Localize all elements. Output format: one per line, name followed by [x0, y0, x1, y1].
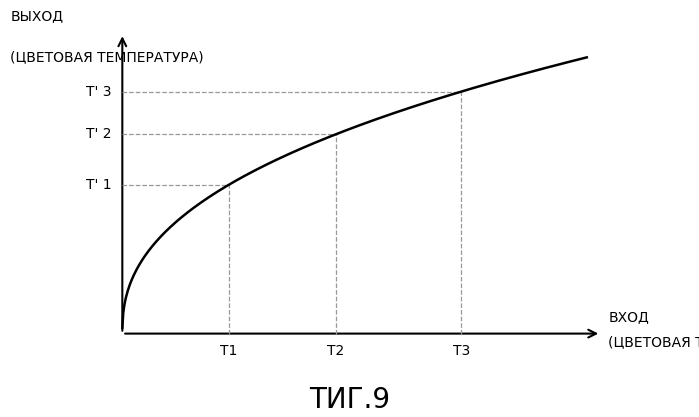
- Text: T' 2: T' 2: [87, 127, 112, 141]
- Text: (ЦВЕТОВАЯ ТЕМПЕРАТУРА): (ЦВЕТОВАЯ ТЕМПЕРАТУРА): [608, 335, 699, 349]
- Text: T' 1: T' 1: [86, 178, 112, 191]
- Text: T2: T2: [327, 344, 345, 358]
- Text: T1: T1: [220, 344, 238, 358]
- Text: T3: T3: [453, 344, 470, 358]
- Text: (ЦВЕТОВАЯ ТЕМПЕРАТУРА): (ЦВЕТОВАЯ ТЕМПЕРАТУРА): [10, 50, 204, 64]
- Text: ВЫХОД: ВЫХОД: [10, 9, 64, 23]
- Text: T' 3: T' 3: [87, 85, 112, 98]
- Text: ΤИГ.9: ΤИГ.9: [309, 386, 390, 414]
- Text: ВХОД: ВХОД: [608, 310, 649, 324]
